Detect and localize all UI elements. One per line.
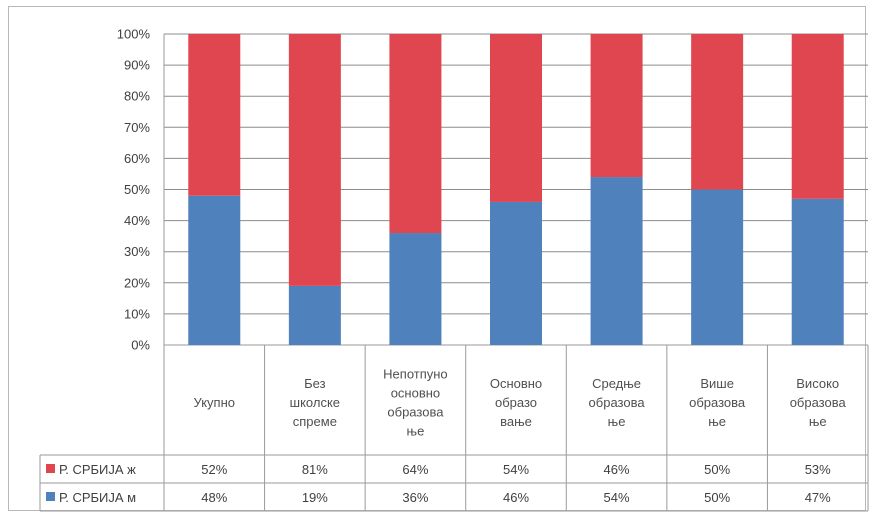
category-label: Укупно <box>194 395 235 410</box>
bar-segment-female <box>590 34 643 178</box>
category-label: образо <box>495 395 537 410</box>
data-label: 64% <box>402 462 428 477</box>
bar-segment-female <box>490 34 542 202</box>
bar-segment-female <box>288 34 341 286</box>
data-label: 54% <box>604 490 630 505</box>
data-label: 50% <box>704 490 730 505</box>
y-tick-label: 50% <box>124 182 150 197</box>
legend-key <box>46 464 55 473</box>
y-tick-label: 0% <box>131 338 150 353</box>
category-label: основно <box>391 386 440 401</box>
category-label: Средње <box>592 376 641 391</box>
category-label: спреме <box>293 414 337 429</box>
bar-segment-female <box>188 34 241 196</box>
y-tick-label: 10% <box>124 306 150 321</box>
category-label: Основно <box>490 376 542 391</box>
legend-label: Р. СРБИЈА м <box>59 490 136 505</box>
y-tick-label: 70% <box>124 120 150 135</box>
data-label: 46% <box>604 462 630 477</box>
category-label: ње <box>809 414 827 429</box>
data-label: 54% <box>503 462 529 477</box>
y-tick-label: 60% <box>124 151 150 166</box>
bar-segment-female <box>389 34 442 234</box>
category-label: образова <box>589 395 646 410</box>
category-label: ње <box>407 424 425 439</box>
category-label: ње <box>608 414 626 429</box>
category-label: образова <box>689 395 746 410</box>
data-label: 46% <box>503 490 529 505</box>
data-label: 81% <box>302 462 328 477</box>
y-tick-label: 100% <box>117 27 151 42</box>
category-label: Без <box>304 376 325 391</box>
data-label: 19% <box>302 490 328 505</box>
y-tick-label: 30% <box>124 244 150 259</box>
y-tick-label: 40% <box>124 213 150 228</box>
y-tick-label: 90% <box>124 58 150 73</box>
legend-label: Р. СРБИЈА ж <box>59 462 136 477</box>
y-tick-label: 20% <box>124 275 150 290</box>
category-label: образова <box>387 405 444 420</box>
bar-segment-male <box>188 195 241 345</box>
bar-segment-male <box>389 233 442 345</box>
data-label: 52% <box>201 462 227 477</box>
bar-segment-male <box>490 201 542 345</box>
data-label: 36% <box>402 490 428 505</box>
data-label: 48% <box>201 490 227 505</box>
data-label: 53% <box>805 462 831 477</box>
bar-segment-male <box>288 285 341 345</box>
data-label: 50% <box>704 462 730 477</box>
category-label: Више <box>700 376 734 391</box>
bar-segment-male <box>691 189 744 345</box>
category-label: образова <box>790 395 847 410</box>
y-tick-label: 80% <box>124 89 150 104</box>
category-label: ње <box>708 414 726 429</box>
bar-segment-male <box>791 198 844 345</box>
bar-segment-female <box>691 34 744 190</box>
category-label: Непотпуно <box>383 367 448 382</box>
category-label: вање <box>500 414 532 429</box>
data-label: 47% <box>805 490 831 505</box>
category-label: школске <box>290 395 340 410</box>
legend-key <box>46 492 55 501</box>
category-label: Високо <box>796 376 839 391</box>
bar-segment-female <box>791 34 844 199</box>
bar-segment-male <box>590 177 643 345</box>
